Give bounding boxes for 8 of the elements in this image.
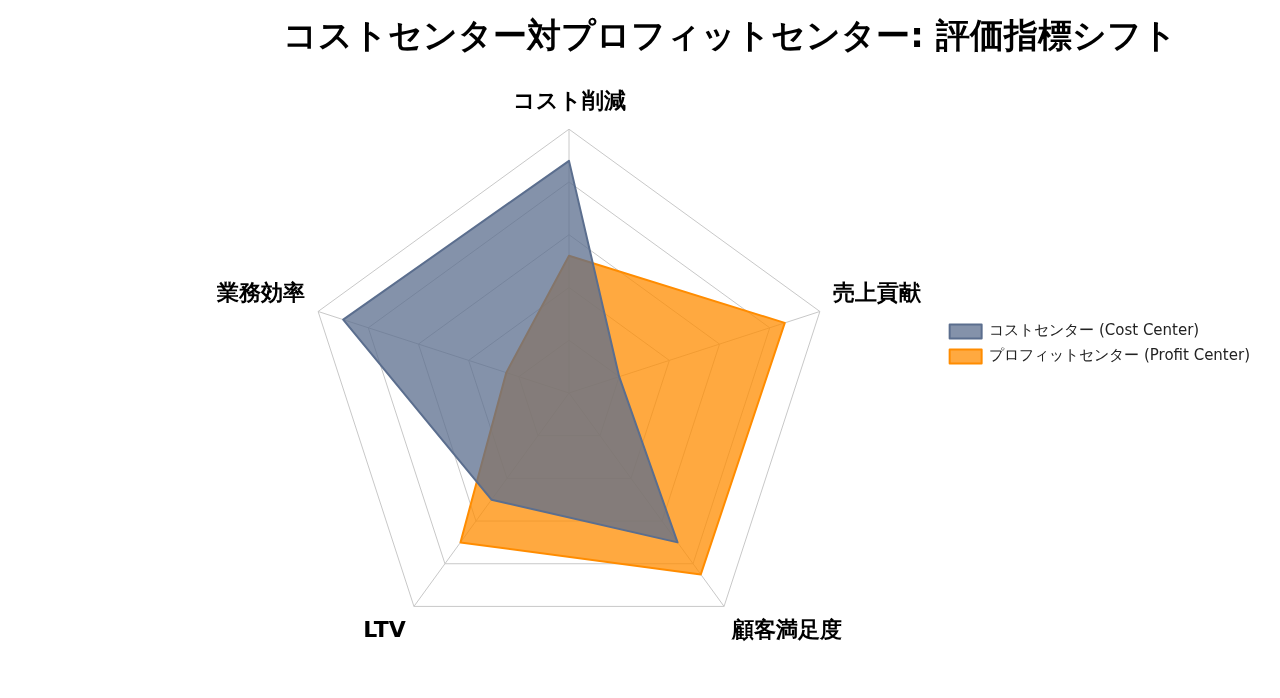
spoke-label: LTV bbox=[363, 616, 406, 642]
legend-label: プロフィットセンター (Profit Center) bbox=[989, 346, 1251, 365]
chart-title: コストセンター対プロフィットセンター: 評価指標シフト bbox=[283, 15, 1177, 56]
legend-label: コストセンター (Cost Center) bbox=[989, 321, 1200, 340]
spoke-label: コスト削減 bbox=[512, 87, 626, 113]
spoke-label: 業務効率 bbox=[215, 279, 305, 305]
spoke-label: 売上貢献 bbox=[833, 279, 923, 305]
spoke-label: 顧客満足度 bbox=[731, 616, 843, 642]
